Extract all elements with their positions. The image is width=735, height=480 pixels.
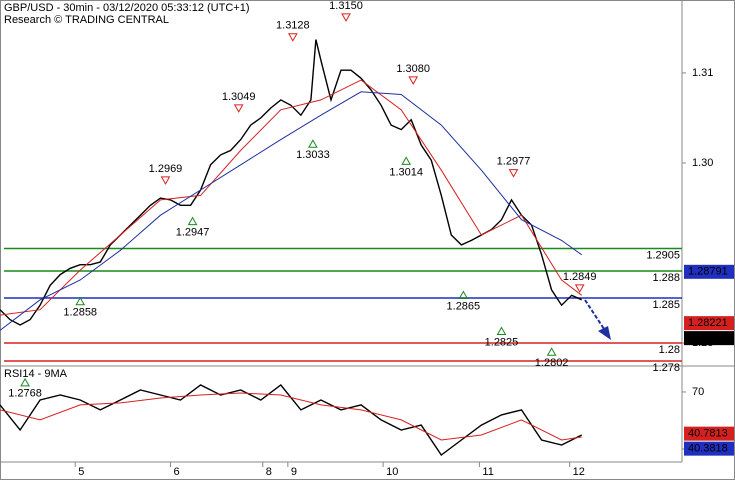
value-box bbox=[684, 441, 734, 456]
x-tick-label: 8 bbox=[266, 466, 272, 478]
annotation-label: 1.3049 bbox=[222, 91, 256, 103]
annotation-label: 1.2768 bbox=[8, 388, 42, 400]
high-marker bbox=[408, 76, 419, 85]
high-marker bbox=[574, 284, 585, 293]
value-box-label: 40.3818 bbox=[688, 443, 728, 455]
annotation-label: 1.3033 bbox=[296, 149, 330, 161]
value-box bbox=[684, 331, 734, 346]
x-tick-label: 11 bbox=[482, 466, 493, 478]
value-box bbox=[684, 316, 734, 331]
annotation-label: 1.3080 bbox=[396, 63, 430, 75]
low-marker bbox=[401, 156, 412, 165]
annotation-label: 1.2858 bbox=[63, 307, 97, 319]
high-marker bbox=[341, 13, 351, 22]
level-label: 1.288 bbox=[652, 272, 680, 284]
rsi-title: RSI14 - 9MA bbox=[4, 368, 68, 380]
series-line bbox=[0, 79, 583, 316]
value-box bbox=[684, 264, 734, 279]
y-tick-label: 1.31 bbox=[692, 67, 713, 79]
low-marker bbox=[458, 290, 469, 300]
value-box-label: 1.2822 bbox=[688, 332, 722, 344]
x-tick-label: 10 bbox=[386, 466, 398, 478]
annotation-label: 1.3150 bbox=[329, 0, 363, 12]
level-label: 1.28 bbox=[659, 344, 680, 356]
value-box-label: 1.28221 bbox=[688, 317, 728, 329]
y-tick-label: 70 bbox=[692, 386, 704, 398]
x-tick-label: 6 bbox=[174, 466, 180, 478]
forecast-arrow bbox=[584, 299, 611, 340]
level-label: 1.285 bbox=[652, 299, 680, 311]
high-marker bbox=[233, 104, 244, 113]
chart-subtitle: Research © TRADING CENTRAL bbox=[4, 14, 169, 26]
high-marker bbox=[287, 33, 298, 42]
annotation-label: 1.2947 bbox=[176, 227, 210, 239]
x-tick-label: 5 bbox=[78, 466, 84, 478]
annotation-label: 1.2825 bbox=[485, 336, 519, 348]
series-line bbox=[0, 91, 582, 331]
annotation-label: 1.2865 bbox=[447, 300, 481, 312]
value-box bbox=[684, 426, 734, 441]
y-tick-label: 1.30 bbox=[692, 157, 713, 169]
annotation-label: 1.2969 bbox=[149, 163, 183, 175]
low-marker bbox=[75, 296, 86, 306]
low-marker bbox=[496, 326, 507, 336]
low-marker bbox=[546, 347, 557, 356]
low-marker bbox=[187, 216, 198, 226]
chart-title: GBP/USD - 30min - 03/12/2020 05:33:12 (U… bbox=[4, 2, 249, 14]
annotation-label: 1.2802 bbox=[535, 357, 569, 369]
annotation-label: 1.2977 bbox=[497, 156, 531, 168]
high-marker bbox=[508, 169, 519, 178]
series-line bbox=[0, 392, 582, 441]
level-label: 1.2905 bbox=[646, 249, 680, 261]
annotation-label: 1.3014 bbox=[389, 166, 423, 178]
annotation-label: 1.3128 bbox=[276, 20, 310, 32]
x-tick-label: 9 bbox=[291, 466, 297, 478]
low-marker bbox=[20, 377, 30, 387]
value-box-label: 1.28791 bbox=[688, 266, 728, 278]
high-marker bbox=[160, 176, 171, 185]
low-marker bbox=[308, 139, 318, 148]
value-box-label: 40.7813 bbox=[688, 428, 728, 440]
annotation-label: 1.2849 bbox=[563, 271, 597, 283]
x-tick-label: 12 bbox=[573, 466, 585, 478]
level-label: 1.278 bbox=[652, 362, 680, 374]
